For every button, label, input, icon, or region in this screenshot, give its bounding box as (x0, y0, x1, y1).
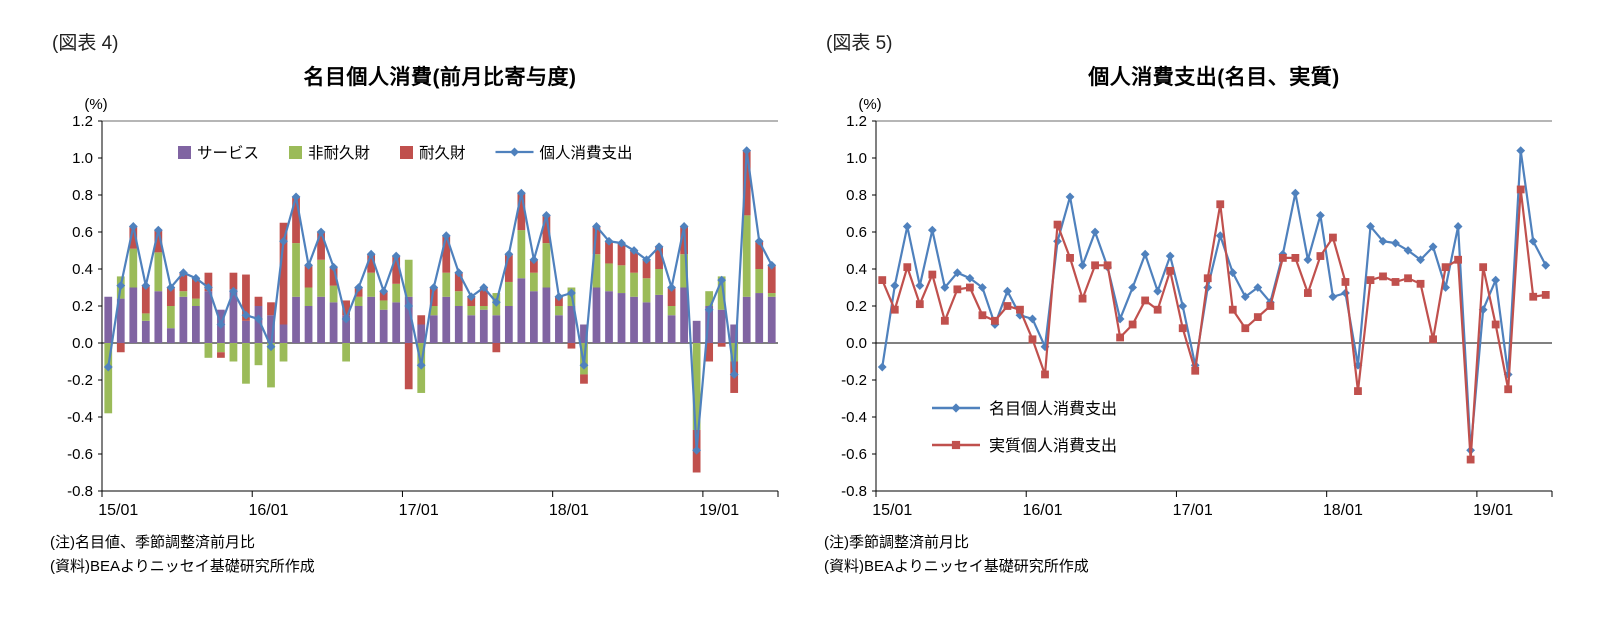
svg-text:名目個人消費支出: 名目個人消費支出 (989, 400, 1117, 418)
figure5-note-1: (注)季節調整済前月比 (824, 534, 969, 551)
svg-text:1.0: 1.0 (846, 150, 867, 167)
svg-text:17/01: 17/01 (399, 502, 439, 519)
svg-text:-0.6: -0.6 (841, 446, 867, 463)
figure4-notes: (注)名目値、季節調整済前月比 (資料)BEAよりニッセイ基礎研究所作成 (50, 531, 808, 579)
svg-text:0.0: 0.0 (72, 335, 93, 352)
svg-text:15/01: 15/01 (98, 502, 138, 519)
svg-text:19/01: 19/01 (1473, 502, 1513, 519)
svg-text:-0.2: -0.2 (67, 372, 93, 389)
stacked-bars (104, 150, 776, 473)
svg-text:-0.4: -0.4 (67, 409, 93, 426)
svg-text:18/01: 18/01 (549, 502, 589, 519)
svg-text:-0.4: -0.4 (841, 409, 867, 426)
svg-text:-0.6: -0.6 (67, 446, 93, 463)
svg-text:0.0: 0.0 (846, 335, 867, 352)
svg-text:17/01: 17/01 (1173, 502, 1213, 519)
figure4-panel: (図表 4) 名目個人消費(前月比寄与度) (%) 1.2 1.0 0.8 0.6 0.4… (38, 28, 808, 579)
figure5-title: 個人消費支出(名目、実質) (1088, 66, 1340, 89)
svg-text:耐久財: 耐久財 (419, 144, 466, 162)
svg-text:0.8: 0.8 (846, 187, 867, 204)
svg-text:1.0: 1.0 (72, 150, 93, 167)
svg-text:(%): (%) (84, 97, 107, 113)
figure4-note-1: (注)名目値、季節調整済前月比 (50, 534, 255, 551)
svg-text:サービス: サービス (197, 144, 259, 162)
svg-text:-0.2: -0.2 (841, 372, 867, 389)
svg-text:0.2: 0.2 (846, 298, 867, 315)
figure4-label: (図表 4) (52, 33, 119, 54)
figure4-chart: (%)1.2 1.0 0.8 0.6 0.4 0.2 0.0 -0.2 -0.4 -0.6 -0.8… (67, 97, 779, 519)
svg-text:16/01: 16/01 (248, 502, 288, 519)
figure4-note-2: (資料)BEAよりニッセイ基礎研究所作成 (50, 558, 315, 575)
svg-text:0.6: 0.6 (72, 224, 93, 241)
svg-text:0.2: 0.2 (72, 298, 93, 315)
svg-text:16/01: 16/01 (1022, 502, 1062, 519)
svg-text:0.6: 0.6 (846, 224, 867, 241)
svg-text:19/01: 19/01 (699, 502, 739, 519)
figure5-note-2: (資料)BEAよりニッセイ基礎研究所作成 (824, 558, 1089, 575)
svg-text:0.4: 0.4 (72, 261, 93, 278)
axes: (%)1.2 1.0 0.8 0.6 0.4 0.2 0.0 -0.2 -0.4 -0.6 -0.8… (67, 97, 779, 519)
svg-text:15/01: 15/01 (872, 502, 912, 519)
svg-text:1.2: 1.2 (846, 113, 867, 130)
svg-text:0.4: 0.4 (846, 261, 867, 278)
figure5-chart: (%)1.2 1.0 0.8 0.6 0.4 0.2 0.0 -0.2 -0.4 -0.6 -0.8… (841, 97, 1553, 519)
svg-text:-0.8: -0.8 (67, 483, 93, 500)
svg-text:-0.8: -0.8 (841, 483, 867, 500)
line-series (878, 185, 1550, 464)
figure4-title: 名目個人消費(前月比寄与度) (303, 66, 577, 89)
figure5-panel: (図表 5) 個人消費支出(名目、実質) (%) 1.2 1.0 0.8 0.6 0.4 0… (812, 28, 1592, 579)
axes: (%)1.2 1.0 0.8 0.6 0.4 0.2 0.0 -0.2 -0.4 -0.6 -0.8… (841, 97, 1553, 519)
svg-text:個人消費支出: 個人消費支出 (540, 144, 633, 162)
figure5-label: (図表 5) (826, 33, 893, 54)
svg-text:非耐久財: 非耐久財 (308, 144, 370, 162)
svg-text:(%): (%) (858, 97, 881, 113)
svg-text:0.8: 0.8 (72, 187, 93, 204)
svg-text:1.2: 1.2 (72, 113, 93, 130)
svg-text:実質個人消費支出: 実質個人消費支出 (989, 437, 1117, 455)
figure5-notes: (注)季節調整済前月比 (資料)BEAよりニッセイ基礎研究所作成 (824, 531, 1592, 579)
svg-text:18/01: 18/01 (1323, 502, 1363, 519)
legend: サービス 非耐久財 耐久財 個人消費支出 (178, 144, 633, 162)
